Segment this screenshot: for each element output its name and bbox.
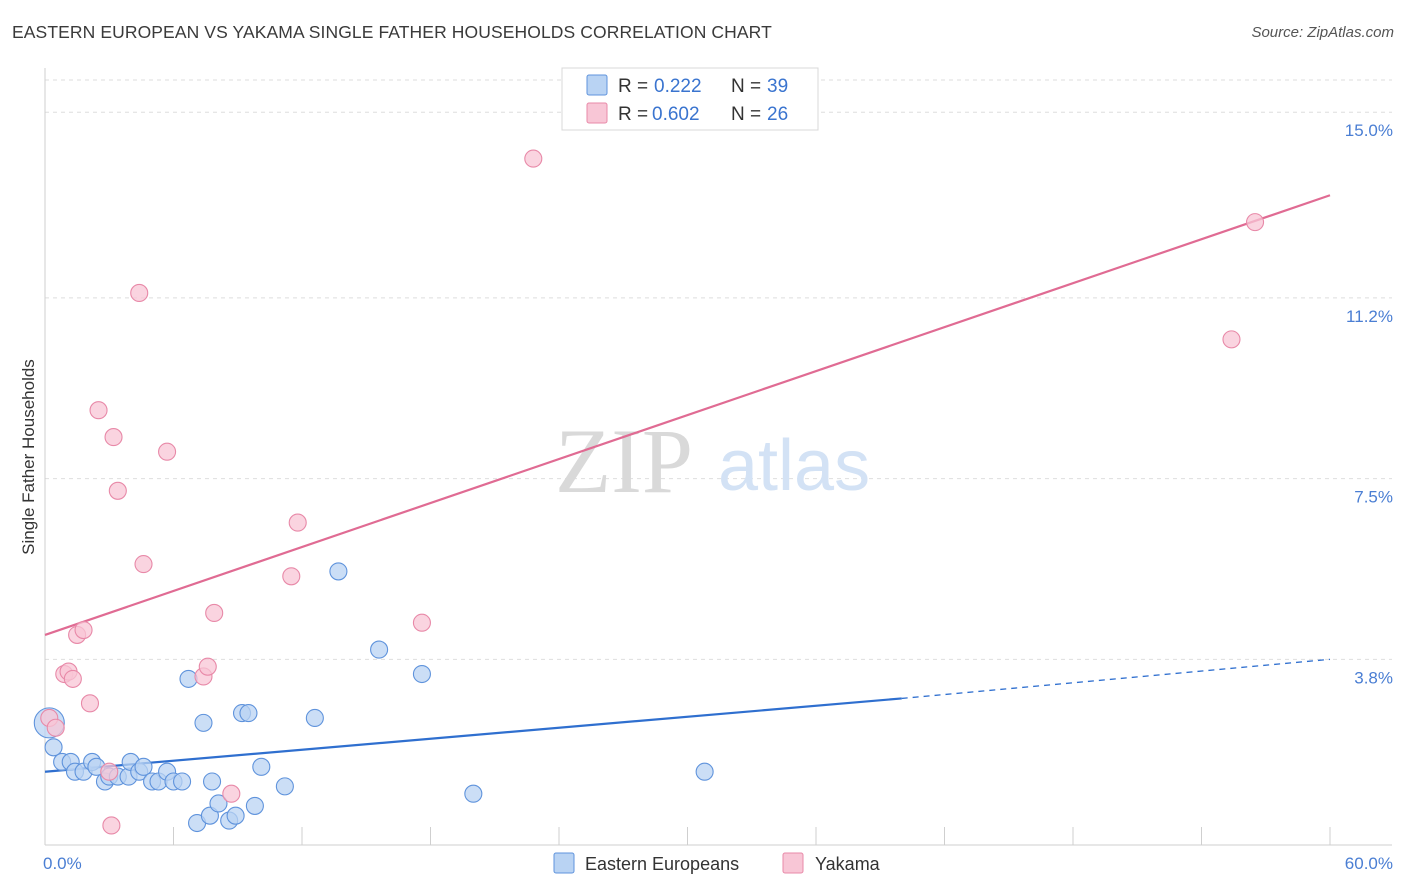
point-series1-22 — [412, 613, 431, 632]
data-points — [33, 149, 1265, 835]
point-series1-17 — [198, 657, 217, 676]
point-series0-31 — [252, 757, 271, 776]
point-series1-6 — [74, 620, 93, 640]
bottom-legend: Eastern Europeans Yakama — [553, 852, 881, 874]
point-series0-24 — [203, 772, 222, 791]
x-tick-labels: 0.0% 60.0% — [43, 854, 1393, 873]
x-tick-label-0: 0.0% — [43, 854, 82, 873]
bottom-legend-label-yakama: Yakama — [815, 854, 881, 874]
point-series0-32 — [275, 777, 294, 796]
point-series0-22 — [194, 713, 213, 732]
point-series0-34 — [329, 562, 348, 581]
point-series0-27 — [226, 806, 245, 825]
bottom-legend-swatch-blue — [553, 852, 575, 874]
watermark-zip: ZIP — [555, 410, 693, 512]
point-series1-15 — [158, 442, 177, 461]
y-tick-label-3: 15.0% — [1345, 121, 1393, 140]
point-series0-33 — [305, 708, 324, 728]
legend-n-label-2: N = — [731, 104, 761, 125]
point-series0-14 — [134, 757, 153, 776]
legend-n-value-1: 39 — [767, 76, 788, 97]
y-tick-label-0: 3.8% — [1354, 668, 1393, 687]
x-tick-label-1: 60.0% — [1345, 854, 1393, 873]
legend-r-label-1: R = — [618, 76, 648, 97]
point-series1-1 — [46, 718, 65, 737]
y-tick-labels: 3.8% 7.5% 11.2% 15.0% — [1345, 121, 1393, 687]
bottom-legend-swatch-pink — [782, 852, 804, 874]
point-series0-1 — [44, 738, 63, 757]
point-series1-18 — [205, 603, 224, 622]
point-series1-12 — [102, 816, 121, 835]
trend-lines — [44, 194, 1331, 773]
point-series1-24 — [1222, 330, 1241, 349]
legend-n-label-1: N = — [731, 76, 761, 97]
point-series1-13 — [130, 283, 149, 303]
y-axis-title: Single Father Households — [19, 359, 38, 555]
grid-lines — [45, 79, 1392, 660]
legend-n-value-2: 26 — [767, 104, 788, 125]
legend-r-value-1: 0.222 — [654, 76, 702, 97]
point-series0-19 — [173, 772, 192, 791]
point-series1-21 — [288, 513, 307, 532]
legend-swatch-pink — [586, 102, 608, 124]
point-series1-19 — [222, 784, 241, 803]
point-series1-9 — [104, 428, 123, 447]
point-series1-23 — [524, 149, 543, 168]
point-series0-38 — [695, 762, 714, 781]
source-label: Source: ZipAtlas.com — [1251, 24, 1394, 41]
point-series0-37 — [464, 784, 483, 803]
point-series1-10 — [108, 481, 127, 500]
trend-line-0 — [44, 697, 902, 773]
legend-r-value-2: 0.602 — [652, 104, 700, 125]
point-series1-14 — [134, 555, 153, 574]
chart-title: EASTERN EUROPEAN VS YAKAMA SINGLE FATHER… — [12, 22, 772, 42]
y-tick-label-1: 7.5% — [1354, 488, 1393, 507]
point-series0-29 — [239, 704, 258, 723]
top-legend: R = 0.222 N = 39 R = 0.602 N = 26 — [561, 67, 819, 131]
watermark-atlas: atlas — [718, 426, 870, 506]
point-series1-25 — [1245, 213, 1265, 232]
point-series0-20 — [179, 669, 198, 688]
trend-line-1 — [44, 194, 1331, 636]
trend-line-extension-0 — [901, 658, 1331, 700]
y-tick-label-2: 11.2% — [1346, 307, 1393, 326]
point-series0-36 — [412, 664, 431, 684]
point-series0-25 — [209, 794, 228, 813]
point-series0-23 — [200, 806, 219, 825]
point-series1-7 — [80, 694, 100, 713]
point-series1-4 — [63, 669, 82, 688]
legend-r-label-2: R = — [618, 104, 648, 125]
point-series1-8 — [89, 401, 108, 420]
point-series0-30 — [245, 796, 264, 815]
point-series1-11 — [100, 762, 119, 781]
point-series0-35 — [370, 640, 389, 659]
point-series1-20 — [282, 567, 301, 586]
legend-swatch-blue — [586, 74, 608, 96]
bottom-legend-label-eastern-europeans: Eastern Europeans — [585, 854, 739, 874]
